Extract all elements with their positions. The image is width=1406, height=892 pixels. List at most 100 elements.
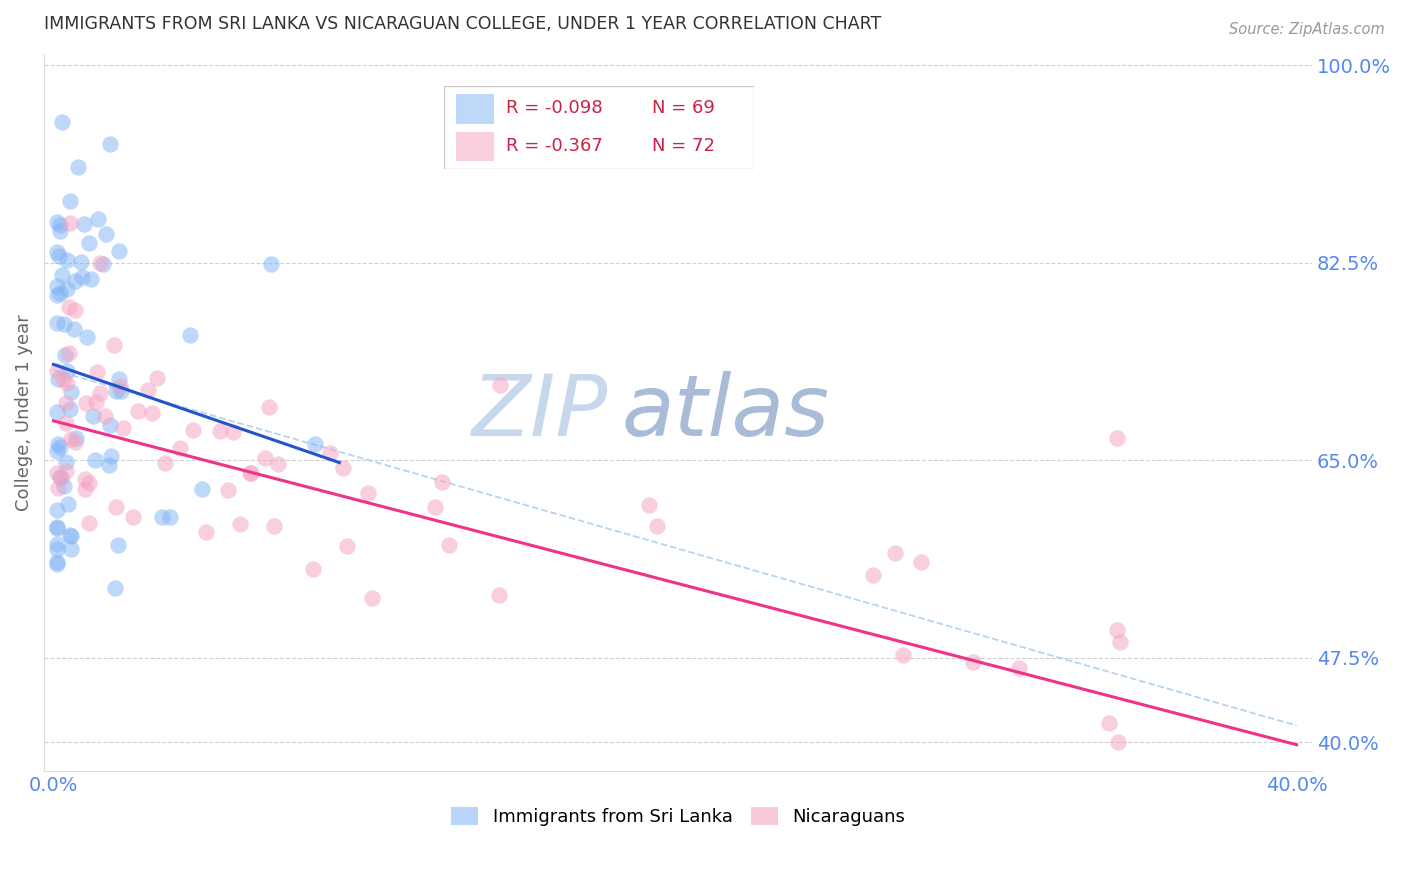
Point [63,274,86,288]
Point [59,402,82,417]
Point [302,562,325,576]
Point [645,518,668,533]
Point [884,546,907,560]
Point [89,256,111,270]
Point [97,458,120,472]
Text: ZIP: ZIP [472,371,609,454]
Point [229,516,252,531]
Point [488,588,510,602]
Point [195,524,218,539]
Point [253,451,276,466]
Point [45,288,67,302]
Point [304,437,326,451]
Point [51,114,73,128]
Point [45,279,67,293]
Point [98,137,121,152]
Point [62,322,84,336]
Point [45,536,67,550]
Point [46,444,69,458]
Point [110,378,132,392]
Point [59,528,82,542]
Point [66,160,89,174]
Point [48,249,70,263]
Point [59,194,82,208]
Point [84,394,107,409]
Point [45,503,67,517]
Point [49,469,72,483]
Point [91,257,114,271]
Point [46,542,69,557]
Point [1107,735,1129,749]
Point [45,520,67,534]
Point [432,475,454,490]
Point [1105,623,1128,637]
Point [49,471,72,485]
Point [56,363,79,377]
Point [59,527,82,541]
Point [56,497,79,511]
Point [70,255,93,269]
Point [103,338,125,352]
Point [98,417,121,432]
Point [179,328,201,343]
Point [60,432,83,446]
Point [53,479,76,493]
Legend: Immigrants from Sri Lanka, Nicaraguans: Immigrants from Sri Lanka, Nicaraguans [451,807,905,826]
Point [45,466,67,480]
Point [63,435,86,450]
Point [169,441,191,455]
Point [77,475,100,490]
Point [84,452,107,467]
Point [107,372,129,386]
Point [100,450,122,464]
Point [59,541,82,556]
Text: Source: ZipAtlas.com: Source: ZipAtlas.com [1229,22,1385,37]
Point [49,286,72,301]
Point [153,456,176,470]
Point [423,500,446,515]
Point [104,581,127,595]
Point [65,431,87,445]
Point [489,377,512,392]
Point [58,300,80,314]
Point [46,372,69,386]
Point [46,481,69,495]
Point [257,401,280,415]
Text: atlas: atlas [621,371,830,454]
Point [637,498,659,512]
Point [105,384,128,398]
Point [159,510,181,524]
Point [51,268,73,282]
Point [89,386,111,401]
Point [910,555,932,569]
Point [962,655,984,669]
Point [45,405,67,419]
Point [107,537,129,551]
Point [46,436,69,450]
Point [53,318,76,332]
Point [94,227,117,242]
Point [1108,635,1130,649]
Point [181,424,204,438]
Point [208,425,231,439]
Point [45,557,67,571]
Point [45,363,67,377]
Point [1097,715,1119,730]
Point [110,384,132,398]
Point [111,421,134,435]
Point [73,472,96,486]
Point [52,372,75,386]
Point [45,521,67,535]
Text: IMMIGRANTS FROM SRI LANKA VS NICARAGUAN COLLEGE, UNDER 1 YEAR CORRELATION CHART: IMMIGRANTS FROM SRI LANKA VS NICARAGUAN … [44,15,882,33]
Point [267,457,290,471]
Point [75,396,97,410]
Point [862,568,884,582]
Point [1107,431,1129,445]
Point [73,217,96,231]
Point [319,445,342,459]
Point [70,269,93,284]
Point [136,384,159,398]
Point [263,519,285,533]
Point [49,224,72,238]
Point [150,510,173,524]
